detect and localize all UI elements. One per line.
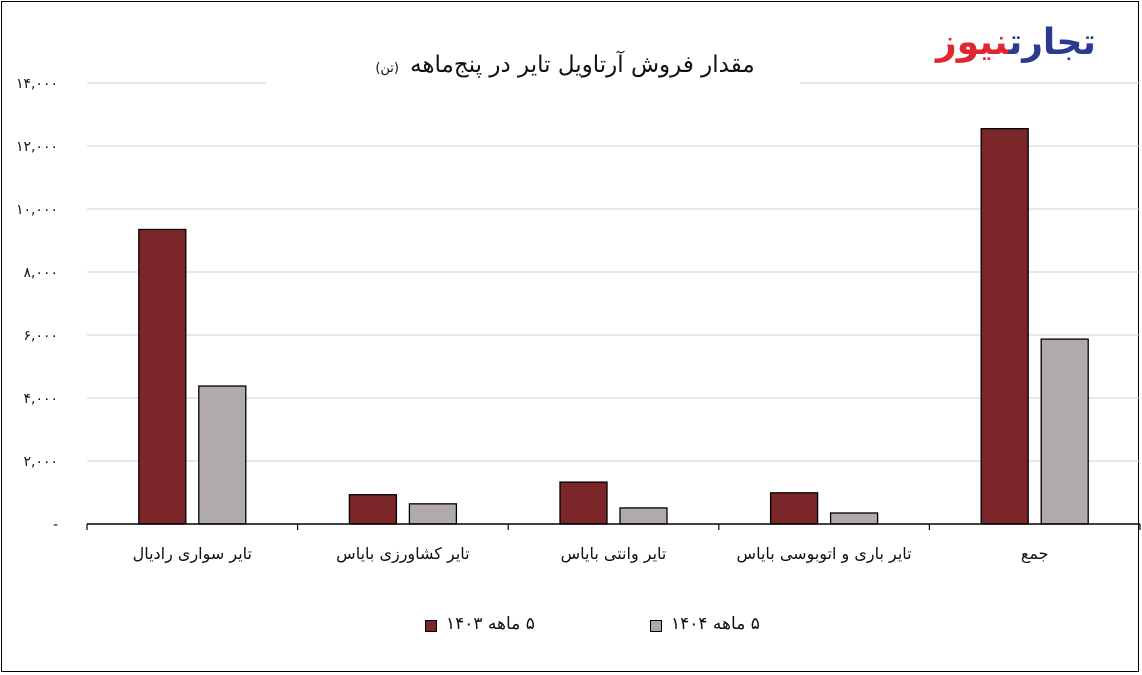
bar-series-2-1 (198, 385, 247, 525)
y-tick-label: ۲,۰۰۰ (23, 454, 58, 470)
gridlines (87, 82, 1140, 462)
y-tick-label: ۱۴,۰۰۰ (16, 76, 58, 92)
bar-series-1-5 (980, 128, 1029, 525)
bar-series-1-1 (138, 228, 187, 525)
legend-label-series-1: ۵ ماهه ۱۴۰۳ (446, 614, 535, 634)
bar-series-2-5 (1040, 338, 1089, 525)
category-label: جمع (1021, 544, 1049, 564)
bar-series-2-2 (408, 503, 458, 525)
legend-swatch-series-1 (425, 620, 437, 632)
y-tick-label: - (53, 517, 58, 533)
x-tick-labels: تایر سواری رادیال تایر کشاورزی بایاس تایر … (133, 544, 1049, 564)
y-tick-label: ۴,۰۰۰ (23, 391, 58, 407)
y-tick-label: ۱۲,۰۰۰ (16, 139, 58, 155)
y-tick-label: ۶,۰۰۰ (23, 328, 58, 344)
chart-title-block: مقدار فروش آرتاویل تایر در پنج‌ماهه (تن) (330, 52, 800, 78)
chart-title: مقدار فروش آرتاویل تایر در پنج‌ماهه (410, 52, 755, 78)
axes (86, 523, 1141, 530)
y-tick-label: ۱۰,۰۰۰ (16, 202, 58, 218)
category-label: تایر وانتی بایاس (561, 544, 667, 564)
category-label: تایر سواری رادیال (133, 544, 252, 564)
bar-series-1-2 (348, 494, 398, 525)
bar-series-1-3 (559, 481, 608, 525)
chart-subtitle: (تن) (375, 61, 399, 76)
brand-logo: تجارتنیوز (936, 22, 1097, 63)
category-label: تایر کشاورزی بایاس (336, 544, 469, 564)
logo-text-part1: تجارت (1008, 22, 1097, 63)
legend-label-series-2: ۵ ماهه ۱۴۰۴ (671, 614, 760, 634)
bar-series-2-4 (829, 512, 879, 525)
bar-series-2-3 (619, 507, 668, 525)
logo-text-part2: نیوز (936, 22, 1010, 63)
y-tick-label: ۸,۰۰۰ (23, 265, 58, 281)
bars (138, 128, 1089, 525)
category-label: تایر باری و اتوبوسی بایاس (737, 544, 912, 564)
bar-series-1-4 (769, 492, 819, 525)
legend-swatch-series-2 (650, 620, 662, 632)
y-tick-labels: - ۲,۰۰۰ ۴,۰۰۰ ۶,۰۰۰ ۸,۰۰۰ ۱۰,۰۰۰ ۱۲,۰۰۰ ۱۴,۰۰۰ (16, 76, 58, 533)
